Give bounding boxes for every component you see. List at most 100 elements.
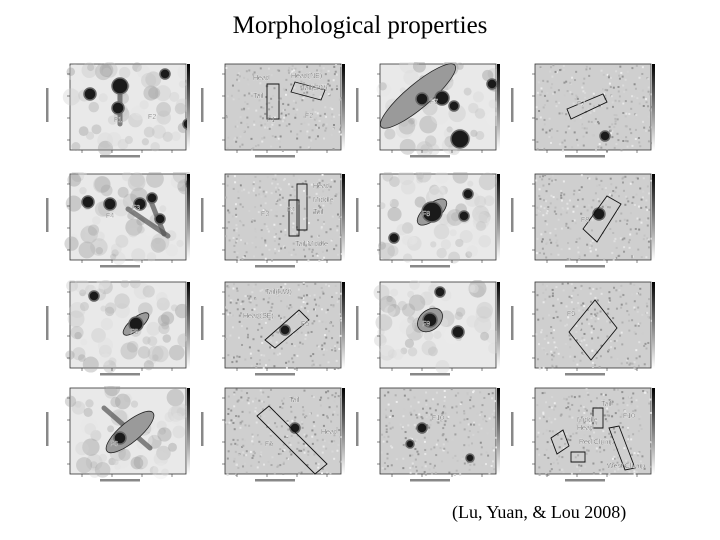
texture-dot [548,430,551,433]
texture-dot [455,405,458,408]
texture-dot [551,354,554,357]
texture-dot [433,330,442,339]
texture-dot [536,237,539,240]
texture-dot [250,92,253,95]
texture-dot [145,122,153,129]
texture-dot [457,392,460,395]
colorbar [342,282,345,368]
texture-dot [159,205,167,213]
texture-dot [231,356,234,359]
texture-dot [258,78,261,81]
texture-dot [232,283,235,286]
texture-dot [543,252,546,255]
texture-dot [479,441,482,444]
texture-dot [408,294,426,311]
texture-dot [628,363,631,366]
texture-dot [640,428,643,431]
colorbar [342,388,345,474]
texture-dot [232,236,235,239]
texture-dot [285,114,288,117]
texture-dot [612,190,615,193]
texture-dot [564,145,567,148]
texture-dot [339,334,342,337]
texture-dot [249,301,252,304]
texture-dot [560,199,563,202]
texture-dot [555,365,558,368]
axis-caption [201,306,204,340]
texture-dot [598,446,601,449]
texture-dot [319,206,322,209]
texture-dot [548,178,551,181]
texture-dot [553,402,556,405]
texture-dot [485,463,488,466]
texture-dot [84,224,93,234]
texture-dot [291,396,294,399]
texture-dot [486,216,495,225]
texture-dot [303,321,306,324]
texture-dot [629,362,632,365]
texture-dot [572,289,575,292]
texture-dot [293,354,296,357]
texture-dot [254,227,257,230]
texture-dot [618,100,621,103]
texture-dot [607,348,610,351]
texture-dot [591,218,594,221]
texture-dot [261,137,264,140]
texture-dot [469,423,472,426]
texture-dot [261,288,264,291]
texture-dot [268,310,271,313]
texture-dot [579,116,582,119]
texture-dot [616,403,619,406]
texture-dot [466,461,469,464]
axis-caption [255,155,295,158]
texture-dot [322,292,325,295]
texture-dot [265,290,268,293]
texture-dot [311,442,314,445]
texture-dot [630,396,633,399]
texture-dot [254,410,257,413]
texture-dot [85,453,103,471]
texture-dot [234,137,237,140]
texture-dot [575,307,578,310]
texture-dot [539,197,542,200]
texture-dot [424,465,427,468]
texture-dot [315,117,318,120]
texture-dot [578,191,581,194]
texture-dot [469,284,479,294]
texture-dot [540,81,543,84]
texture-dot [440,239,452,250]
texture-dot [64,236,79,251]
texture-dot [270,74,273,77]
texture-dot [536,294,539,297]
texture-dot [602,393,605,396]
texture-dot [298,449,301,452]
texture-dot [240,121,243,124]
texture-dot [601,205,604,208]
texture-dot [636,97,639,100]
texture-dot [562,397,565,400]
texture-dot [383,436,386,439]
texture-dot [320,308,323,311]
texture-dot [486,111,500,127]
texture-dot [384,197,393,206]
texture-dot [601,88,604,91]
texture-dot [126,340,139,353]
texture-dot [391,426,394,429]
texture-dot [542,366,545,369]
texture-dot [466,245,479,258]
texture-dot [597,122,600,125]
texture-dot [603,258,606,261]
texture-dot [235,215,238,218]
texture-dot [268,409,271,412]
texture-dot [411,462,414,465]
texture-dot [389,198,399,209]
texture-dot [416,450,419,453]
texture-dot [646,311,649,314]
texture-dot [230,94,233,97]
texture-dot [279,406,282,409]
texture-dot [621,238,624,241]
texture-dot [581,351,584,354]
texture-dot [292,222,295,225]
texture-dot [607,76,610,79]
texture-dot [540,432,543,435]
